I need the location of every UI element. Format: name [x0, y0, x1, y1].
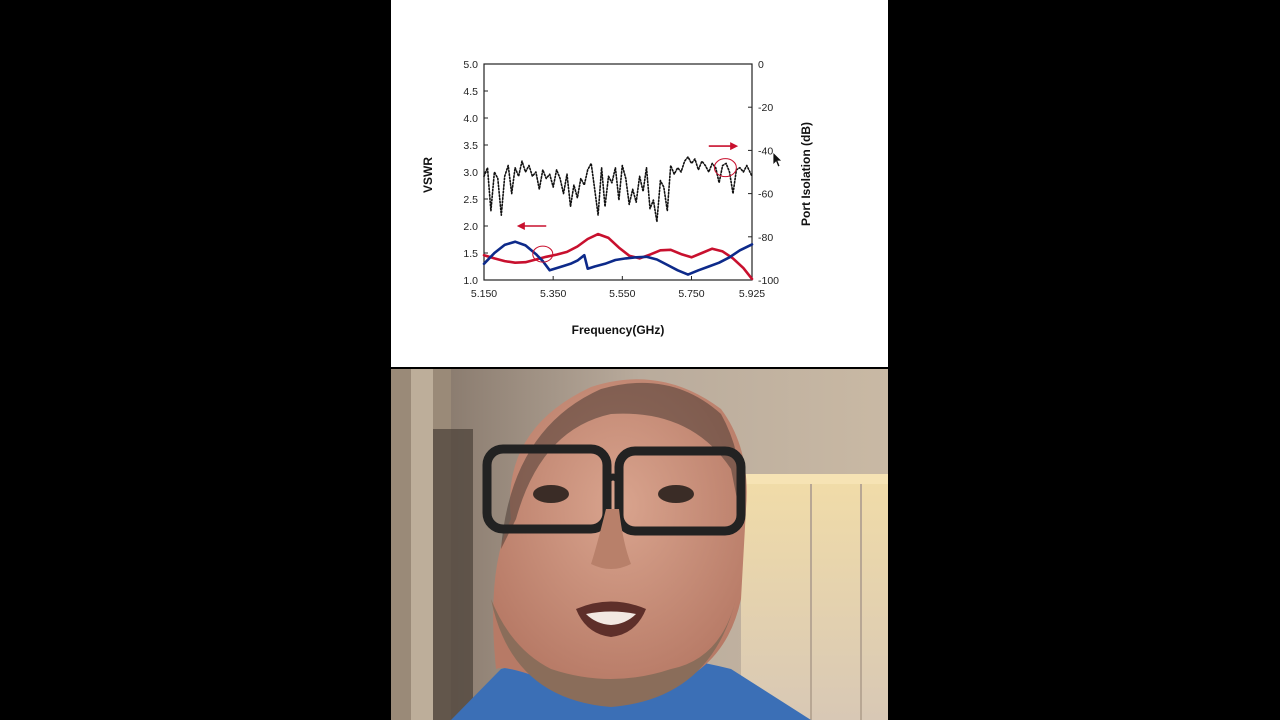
highlight-circle-right [713, 158, 737, 178]
y-tick-label: 3.5 [463, 140, 478, 152]
y2-tick-label: -100 [758, 275, 779, 287]
y-tick-label: 3.0 [463, 167, 478, 179]
highlight-circle-left [532, 245, 554, 263]
y2-axis-label: Port Isolation (dB) [799, 122, 813, 226]
webcam-presenter-image [391, 369, 888, 720]
y-tick-label: 2.5 [463, 194, 478, 206]
y2-tick-label: -20 [758, 102, 773, 114]
series-line-0 [482, 232, 754, 281]
y-tick-label: 4.5 [463, 86, 478, 98]
webcam-video-panel [391, 369, 888, 720]
chart-panel: 1.0 1.5 2.0 2.5 3.0 3.5 4.0 4.5 5.0 0 -20 -40 -60 -80… [391, 0, 888, 367]
x-axis-label: Frequency(GHz) [572, 323, 665, 337]
y-tick-label: 5.0 [463, 59, 478, 71]
vswr-isolation-chart: 1.0 1.5 2.0 2.5 3.0 3.5 4.0 4.5 5.0 0 -20 -40 -60 -80… [421, 59, 813, 337]
x-tick-label: 5.750 [678, 288, 704, 300]
x-tick-label: 5.150 [471, 288, 497, 300]
y2-tick-label: -60 [758, 189, 773, 201]
y-tick-label: 2.0 [463, 221, 478, 233]
left-arrow-icon [516, 222, 525, 230]
y2-tick-label: -80 [758, 232, 773, 244]
x-tick-label: 5.550 [609, 288, 635, 300]
mouse-cursor-icon [773, 152, 783, 168]
right-arrow-icon [730, 142, 739, 151]
y-axis-label: VSWR [421, 157, 435, 193]
series-line-2 [483, 156, 753, 223]
x-tick-label: 5.350 [540, 288, 566, 300]
y-tick-label: 1.5 [463, 248, 478, 260]
y-tick-label: 4.0 [463, 113, 478, 125]
y2-tick-label: 0 [758, 59, 764, 71]
x-tick-label: 5.925 [739, 288, 765, 300]
y2-tick-label: -40 [758, 145, 773, 157]
y-tick-label: 1.0 [463, 275, 478, 287]
series-line-1 [482, 240, 754, 276]
